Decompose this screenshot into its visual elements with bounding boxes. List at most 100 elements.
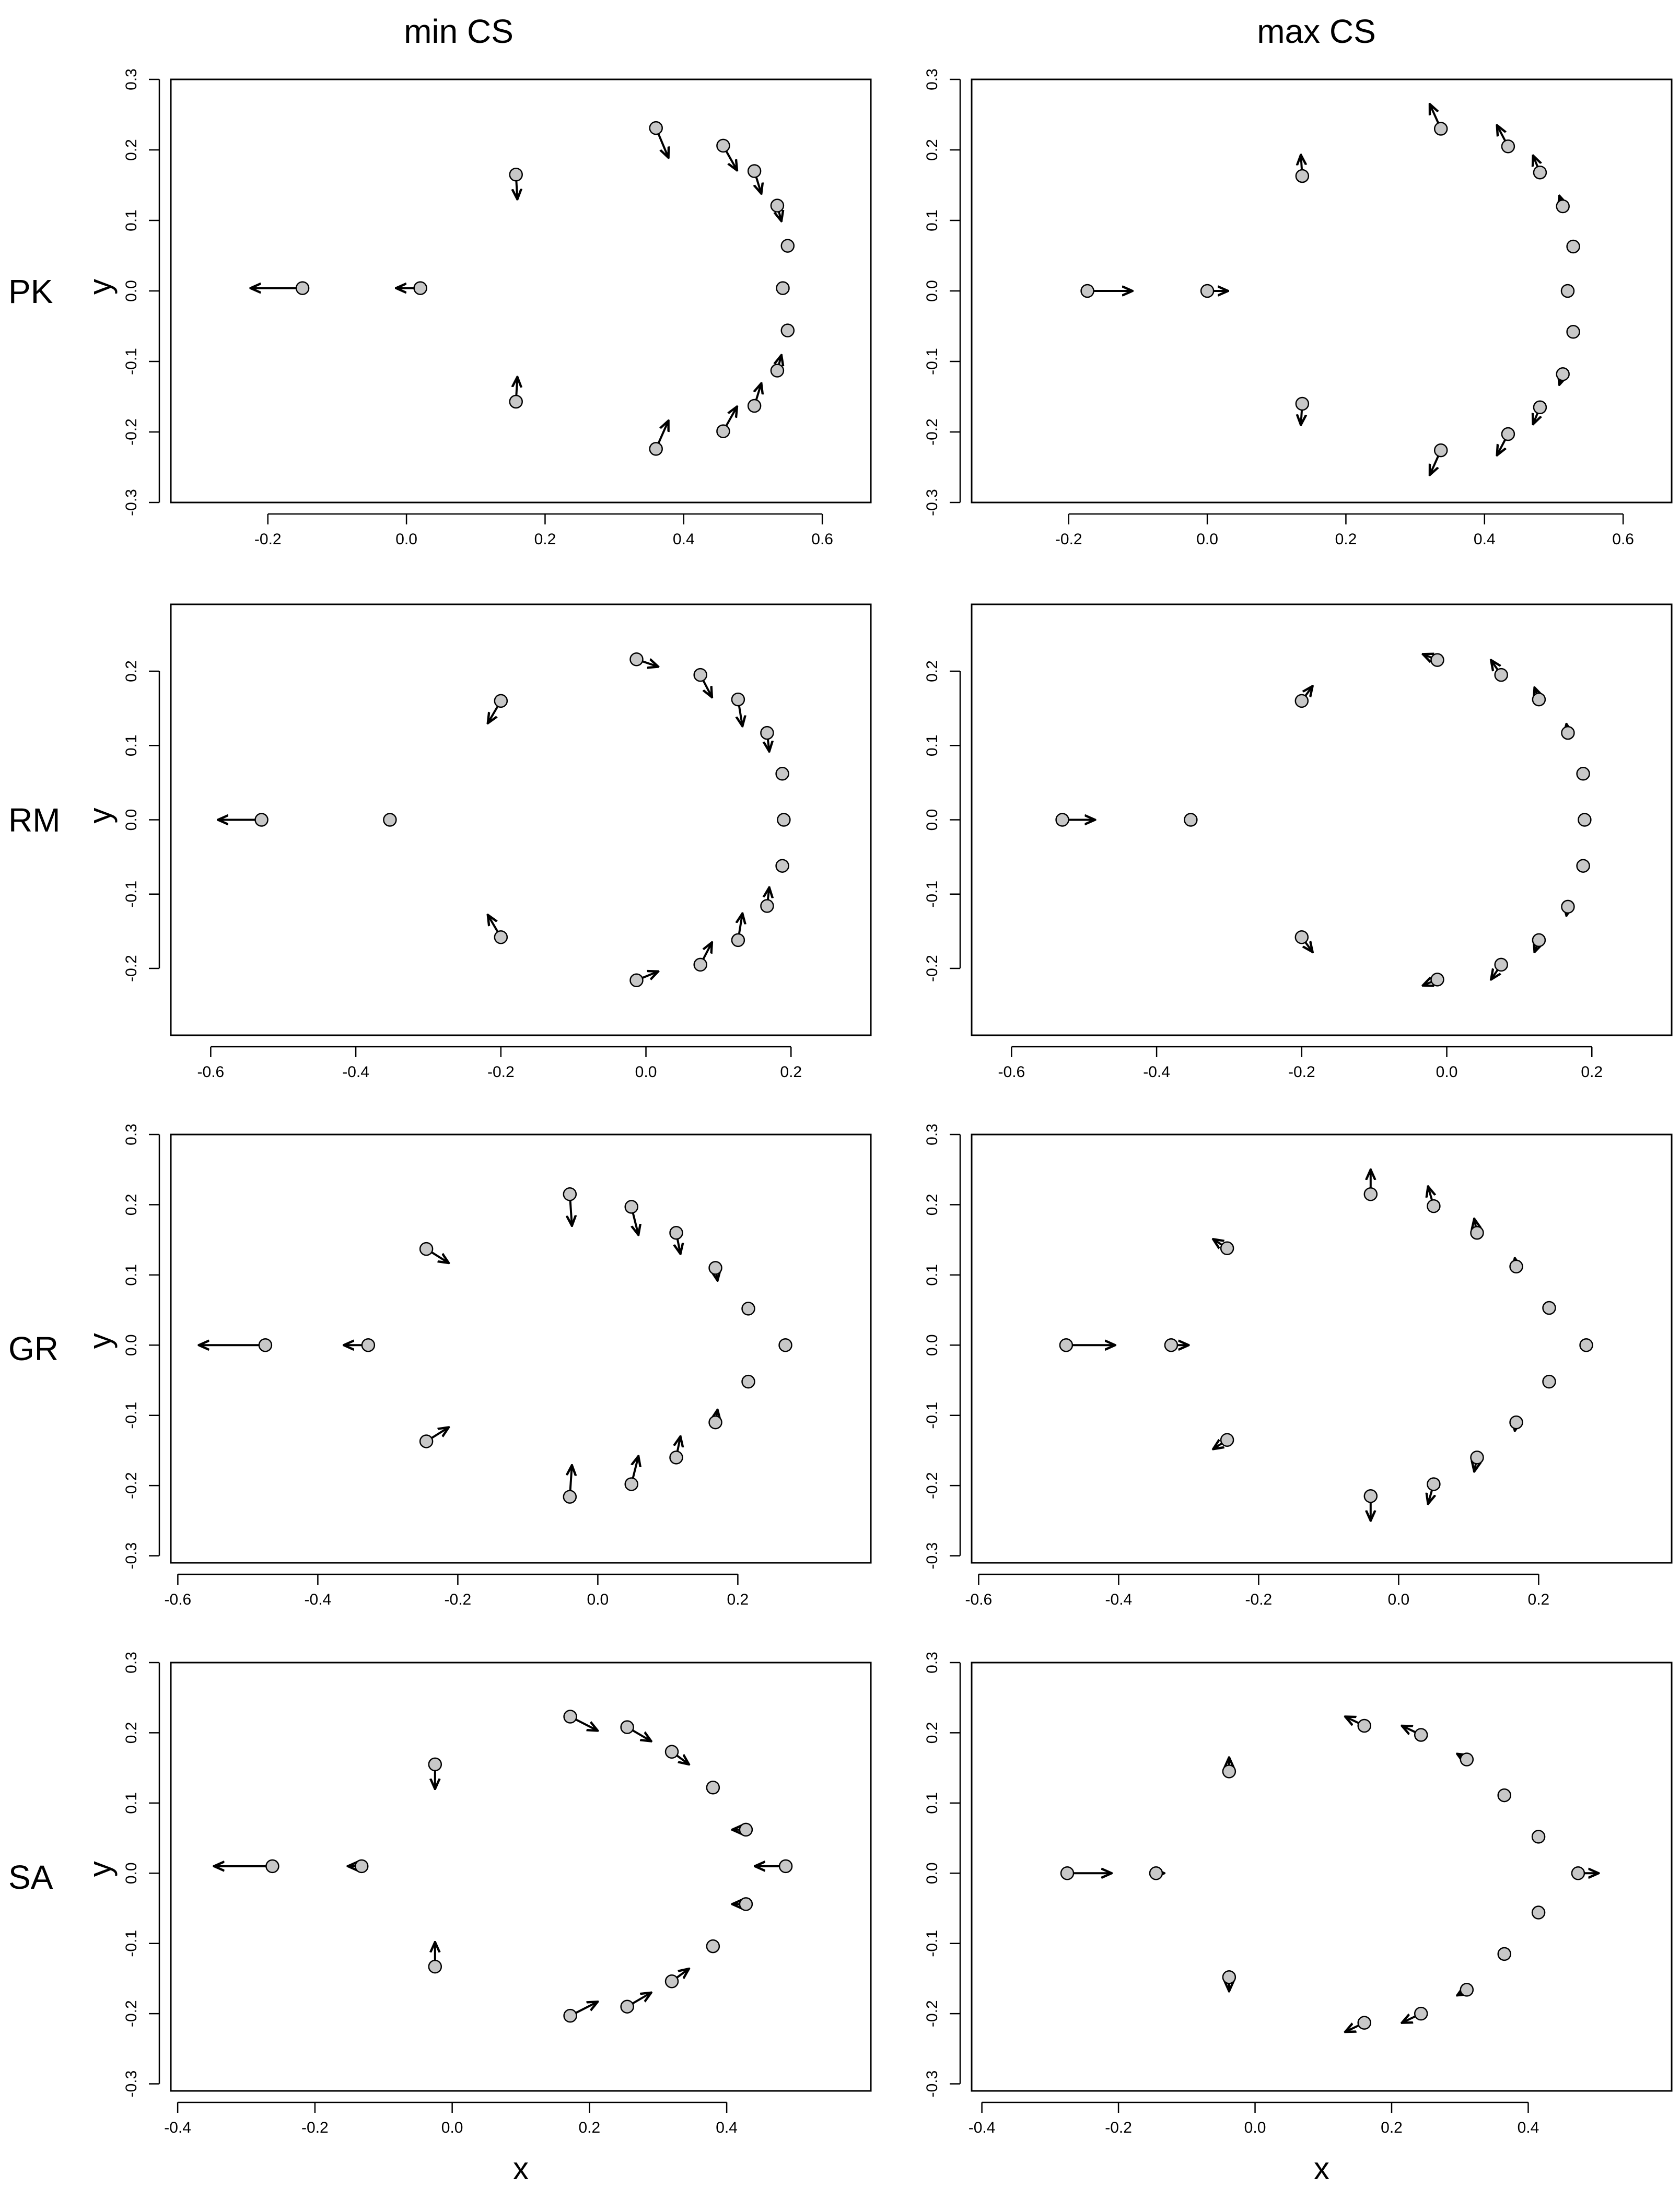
- landmark-point: [295, 281, 310, 295]
- x-tick-label: -0.2: [1055, 531, 1082, 548]
- x-tick-label: -0.6: [998, 1063, 1025, 1081]
- y-tick-label: 0.3: [924, 1652, 941, 1674]
- landmark-point: [419, 1242, 434, 1256]
- y-tick-label: -0.2: [123, 418, 140, 446]
- x-tick-label: -0.2: [445, 1591, 472, 1608]
- landmark-point: [780, 323, 795, 337]
- landmark-point: [731, 933, 745, 948]
- y-tick-label: 0.1: [123, 734, 140, 756]
- landmark-point: [1427, 1477, 1441, 1491]
- landmark-point: [383, 813, 397, 827]
- x-tick-label: 0.4: [1474, 531, 1496, 548]
- y-axis-title: y: [83, 1333, 118, 1349]
- x-tick-label: -0.6: [965, 1591, 993, 1608]
- row-label-sa: SA: [8, 1858, 53, 1896]
- landmark-point: [1509, 1259, 1523, 1273]
- y-tick-label: -0.3: [924, 489, 941, 516]
- x-tick-label: -0.6: [197, 1063, 225, 1081]
- y-tick-label: -0.3: [924, 1542, 941, 1570]
- x-tick-label: -0.2: [487, 1063, 515, 1081]
- landmark-point: [563, 1187, 577, 1201]
- y-tick-label: 0.0: [924, 1334, 941, 1356]
- landmark-point: [1576, 767, 1590, 781]
- landmark-point: [1579, 1338, 1593, 1352]
- landmark-point: [1566, 325, 1580, 339]
- x-tick-label: 0.0: [635, 1063, 657, 1081]
- landmark-point: [739, 1822, 753, 1837]
- x-tick-label: -0.2: [1245, 1591, 1273, 1608]
- plot-frame: [971, 603, 1673, 1036]
- landmark-point: [747, 399, 762, 413]
- y-tick-label: -0.1: [123, 1930, 140, 1957]
- y-tick-label: 0.3: [123, 68, 140, 90]
- landmark-point: [494, 694, 508, 708]
- y-tick-label: -0.2: [123, 2000, 140, 2027]
- landmark-point: [1200, 284, 1215, 298]
- x-tick-label: -0.4: [342, 1063, 369, 1081]
- plot-frame: [170, 78, 872, 504]
- y-tick-label: -0.2: [123, 955, 140, 982]
- landmark-point: [1542, 1301, 1556, 1315]
- x-tick-label: 0.0: [395, 531, 417, 548]
- landmark-point: [1222, 1764, 1236, 1779]
- landmark-point: [1295, 396, 1310, 411]
- landmark-point: [1220, 1433, 1234, 1447]
- landmark-point: [419, 1434, 434, 1448]
- landmark-point: [1184, 813, 1198, 827]
- row-label-pk: PK: [8, 273, 53, 310]
- landmark-point: [620, 1720, 634, 1734]
- x-tick-label: -0.4: [969, 2119, 996, 2136]
- landmark-point: [1433, 122, 1448, 136]
- landmark-point: [1494, 957, 1508, 972]
- x-tick-label: -0.2: [254, 531, 282, 548]
- landmark-point: [258, 1338, 273, 1352]
- landmark-point: [361, 1338, 376, 1352]
- landmark-point: [775, 859, 789, 873]
- x-tick-label: 0.2: [1381, 2119, 1403, 2136]
- landmark-point: [775, 767, 789, 781]
- y-tick-label: 0.1: [924, 1264, 941, 1286]
- landmark-point: [1533, 165, 1547, 180]
- panel-gr-min: -0.6 -0.4 -0.2 0.0 0.2 -0.3 -0.2 -0.1 0.0 0.1 0.2 0…: [83, 1124, 872, 1608]
- landmark-point: [1149, 1866, 1163, 1880]
- landmark-point: [1578, 813, 1592, 827]
- y-tick-label: -0.2: [924, 955, 941, 982]
- x-tick-label: 0.2: [727, 1591, 749, 1608]
- y-axis-title: y: [83, 1861, 118, 1877]
- landmark-point: [739, 1897, 753, 1911]
- x-tick-label: 0.2: [1528, 1591, 1550, 1608]
- landmark-point: [1556, 199, 1570, 214]
- y-tick-label: -0.3: [123, 1542, 140, 1570]
- landmark-point: [1470, 1225, 1484, 1240]
- x-tick-label: 0.2: [534, 531, 556, 548]
- y-tick-label: 0.2: [123, 660, 140, 682]
- plot-frame: [170, 1662, 872, 2092]
- y-tick-label: -0.1: [924, 1930, 941, 1957]
- y-tick-label: -0.2: [123, 1472, 140, 1499]
- y-tick-label: 0.0: [123, 280, 140, 302]
- y-tick-label: 0.0: [924, 809, 941, 831]
- landmark-point: [1222, 1970, 1236, 1984]
- landmark-point: [563, 2008, 577, 2023]
- landmark-point: [1430, 973, 1444, 987]
- landmark-point: [1531, 1830, 1546, 1844]
- landmark-point: [664, 1974, 679, 1989]
- landmark-point: [760, 726, 774, 740]
- landmark-point: [708, 1261, 722, 1275]
- landmark-point: [1560, 284, 1575, 298]
- landmark-point: [1501, 139, 1515, 154]
- landmark-point: [1363, 1489, 1378, 1503]
- landmark-point: [354, 1859, 369, 1874]
- landmark-point: [1460, 1983, 1474, 1997]
- landmark-point: [776, 281, 790, 295]
- landmark-point: [731, 692, 745, 707]
- y-tick-label: -0.1: [924, 1402, 941, 1429]
- landmark-point: [629, 652, 644, 666]
- landmark-point: [1414, 2006, 1428, 2021]
- x-tick-label: -0.2: [301, 2119, 329, 2136]
- landmark-point: [1497, 1788, 1511, 1803]
- landmark-point: [1497, 1947, 1511, 1961]
- y-tick-label: 0.2: [924, 139, 941, 161]
- x-tick-label: -0.2: [1105, 2119, 1132, 2136]
- landmark-point: [509, 394, 523, 409]
